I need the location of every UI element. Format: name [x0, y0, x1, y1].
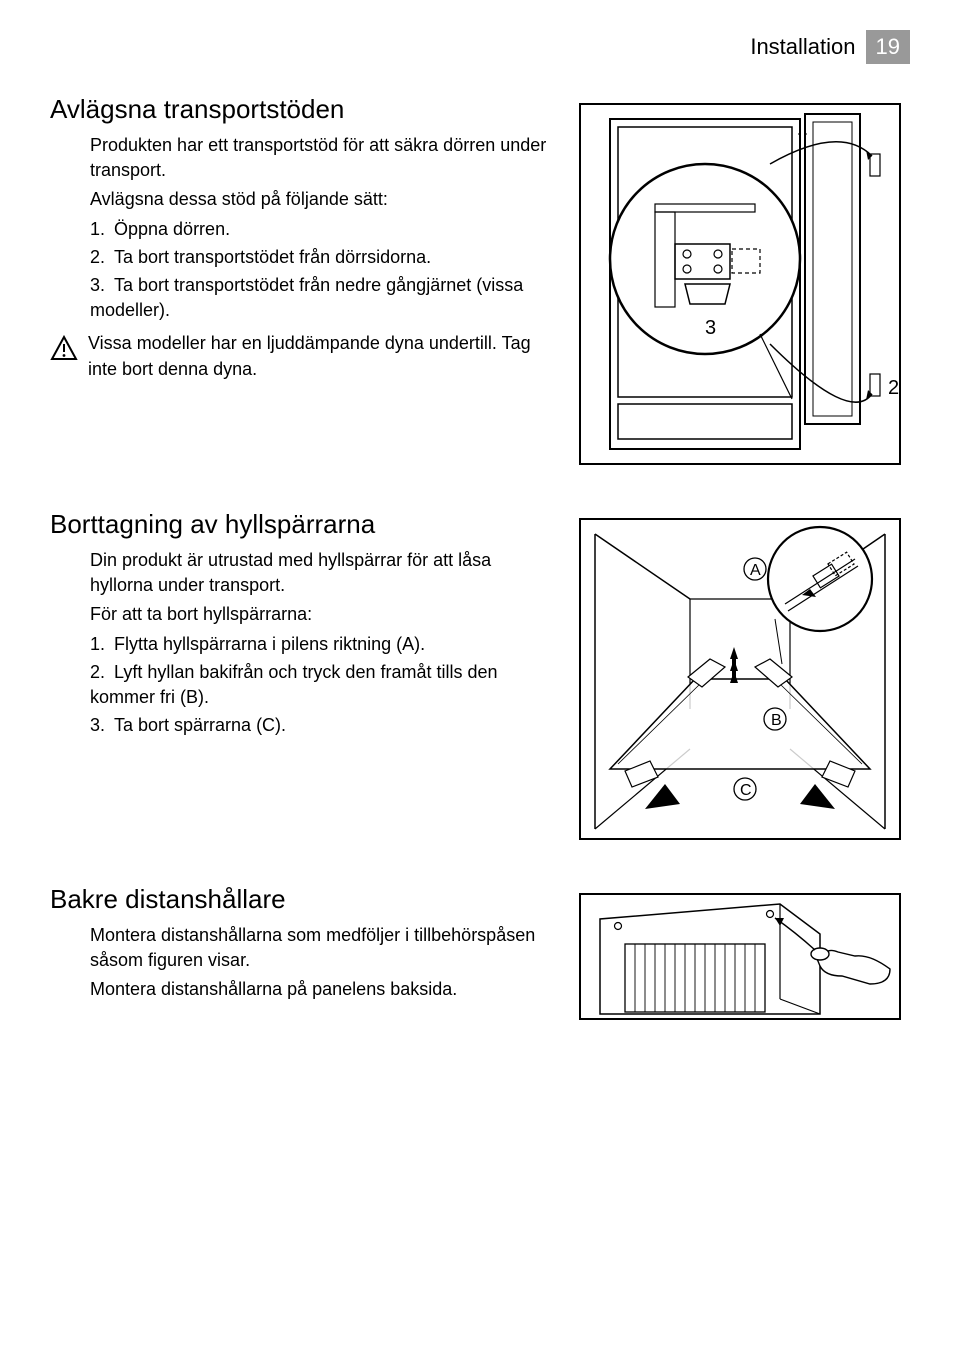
list-item: 1.Öppna dörren. — [90, 217, 550, 242]
section1-steps: 1.Öppna dörren. 2.Ta bort transportstöde… — [90, 217, 550, 324]
figure-rear-spacers — [570, 884, 910, 1029]
fig1-label-2: 2 — [888, 377, 899, 399]
list-item: 3.Ta bort transportstödet från nedre gån… — [90, 273, 550, 323]
section1-subintro: Avlägsna dessa stöd på följande sätt: — [90, 187, 550, 212]
fig1-label-3: 3 — [705, 317, 716, 339]
section1-heading: Avlägsna transportstöden — [50, 94, 550, 125]
page-header: Installation 19 — [50, 30, 910, 64]
section2-intro: Din produkt är utrustad med hyllspärrar … — [90, 548, 550, 598]
fig2-label-c: C — [740, 782, 752, 799]
section-rear-spacers: Bakre distanshållare Montera distanshåll… — [50, 884, 910, 1029]
section3-heading: Bakre distanshållare — [50, 884, 550, 915]
warning-icon — [50, 335, 78, 366]
section3-line2: Montera distanshållarna på panelens baks… — [90, 977, 550, 1002]
list-item: 2.Ta bort transportstödet från dörrsidor… — [90, 245, 550, 270]
section2-subintro: För att ta bort hyllspärrarna: — [90, 602, 550, 627]
page-number-badge: 19 — [866, 30, 910, 64]
list-item: 2.Lyft hyllan bakifrån och tryck den fra… — [90, 660, 550, 710]
warning-text: Vissa modeller har en ljuddämpande dyna … — [88, 331, 550, 381]
list-item: 1.Flytta hyllspärrarna i pilens riktning… — [90, 632, 550, 657]
section3-line1: Montera distanshållarna som medföljer i … — [90, 923, 550, 973]
section2-steps: 1.Flytta hyllspärrarna i pilens riktning… — [90, 632, 550, 739]
section-transport-supports: Avlägsna transportstöden Produkten har e… — [50, 94, 910, 479]
figure-transport-support: 3 2 — [570, 94, 910, 479]
section2-heading: Borttagning av hyllspärrarna — [50, 509, 550, 540]
fig2-label-a: A — [750, 562, 761, 579]
list-item: 3.Ta bort spärrarna (C). — [90, 713, 550, 738]
section-shelf-locks: Borttagning av hyllspärrarna Din produkt… — [50, 509, 910, 854]
figure-shelf-locks: A B C — [570, 509, 910, 854]
fig2-label-b: B — [771, 712, 782, 729]
warning-block: Vissa modeller har en ljuddämpande dyna … — [50, 331, 550, 381]
section1-intro: Produkten har ett transportstöd för att … — [90, 133, 550, 183]
header-title: Installation — [750, 34, 855, 60]
